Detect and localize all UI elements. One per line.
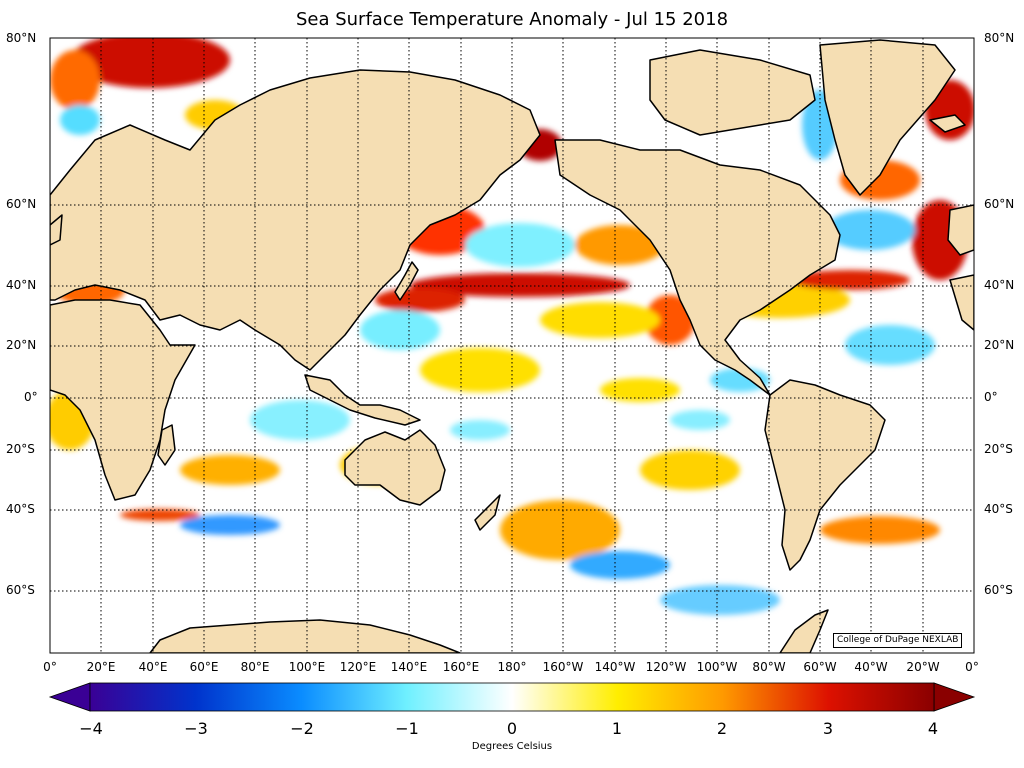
canadian-arctic-landmass	[649, 49, 816, 136]
lon-label: 80°W	[752, 660, 786, 674]
land-masses	[50, 39, 974, 653]
lat-label-right: 20°S	[984, 442, 1013, 456]
greenland-landmass	[819, 39, 956, 196]
antarctic-peninsula-landmass	[779, 609, 829, 653]
lon-label: 100°W	[696, 660, 738, 674]
lon-label: 40°E	[138, 660, 168, 674]
lon-label: 180°	[497, 660, 527, 674]
lat-label-left: 60°S	[6, 583, 35, 597]
iceland-landmass	[929, 114, 966, 133]
lat-label-right: 40°N	[984, 278, 1015, 292]
colorbar-tick: −3	[184, 719, 208, 738]
australia-landmass	[344, 429, 446, 506]
lat-label-left: 20°S	[6, 442, 35, 456]
lat-label-left: 80°N	[6, 31, 37, 45]
lon-label: 140°E	[390, 660, 428, 674]
eurasia-landmass	[50, 69, 541, 371]
lon-label: 120°W	[645, 660, 687, 674]
lat-label-right: 40°S	[984, 502, 1013, 516]
lat-label-left: 40°N	[6, 278, 37, 292]
lon-label: 0°	[965, 660, 979, 674]
lon-label: 80°E	[240, 660, 270, 674]
lat-label-left: 40°S	[6, 502, 35, 516]
lon-label: 0°	[43, 660, 57, 674]
europe-peninsula	[947, 204, 974, 256]
lon-label: 160°E	[442, 660, 480, 674]
uk-landmass	[50, 214, 63, 246]
lat-label-right: 60°S	[984, 583, 1013, 597]
lat-label-right: 80°N	[984, 31, 1015, 45]
lon-label: 40°W	[854, 660, 888, 674]
lat-label-right: 20°N	[984, 338, 1015, 352]
antarctica-landmass	[149, 619, 461, 653]
colorbar-label: Degrees Celsius	[471, 741, 553, 752]
lon-label: 60°W	[803, 660, 837, 674]
japan-landmass	[394, 261, 419, 301]
colorbar-tick: −1	[395, 719, 419, 738]
lat-label-right: 0°	[984, 390, 998, 404]
colorbar-tick: 4	[927, 719, 939, 738]
credit-box: College of DuPage NEXLAB	[833, 633, 963, 648]
madagascar-landmass	[157, 424, 176, 466]
map-frame	[49, 37, 975, 654]
lat-label-left: 0°	[24, 390, 38, 404]
colorbar-tick: 2	[716, 719, 728, 738]
colorbar-tick: −4	[79, 719, 103, 738]
graticule	[50, 38, 974, 653]
lat-label-left: 20°N	[6, 338, 37, 352]
colorbar-tick: 0	[506, 719, 518, 738]
sst-anomaly-map	[49, 37, 975, 654]
iberia-west-africa	[949, 274, 974, 331]
north-america-landmass	[554, 139, 841, 396]
lon-label: 20°E	[86, 660, 116, 674]
lon-label: 20°W	[906, 660, 940, 674]
colorbar-tick: 1	[611, 719, 623, 738]
lon-label: 160°W	[542, 660, 584, 674]
colorbar-tick: −2	[290, 719, 314, 738]
new-zealand-landmass	[474, 494, 501, 531]
indonesia-islands	[304, 374, 421, 426]
colorbar-tick: 3	[822, 719, 834, 738]
map-title: Sea Surface Temperature Anomaly - Jul 15…	[295, 9, 729, 30]
lon-label: 120°E	[339, 660, 377, 674]
lon-label: 140°W	[594, 660, 636, 674]
lon-label: 60°E	[189, 660, 219, 674]
lat-label-right: 60°N	[984, 197, 1015, 211]
lat-label-left: 60°N	[6, 197, 37, 211]
south-america-landmass	[764, 379, 886, 571]
lon-label: 100°E	[288, 660, 326, 674]
